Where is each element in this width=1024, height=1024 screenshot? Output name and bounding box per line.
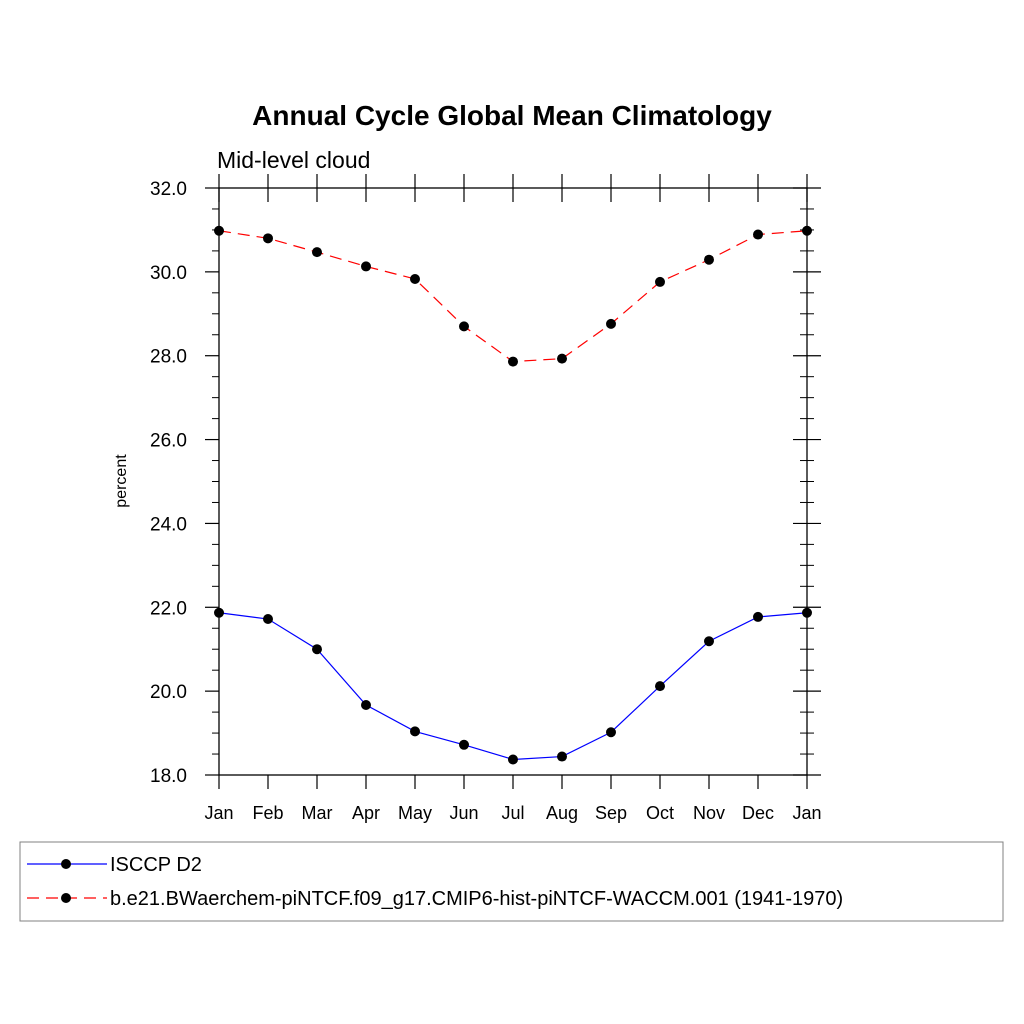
y-tick-label-5: 28.0: [150, 347, 187, 368]
legend-marker-1: [61, 893, 71, 903]
chart-subtitle: Mid-level cloud: [217, 147, 370, 173]
x-tick-label-5: Jun: [449, 803, 478, 823]
y-tick-label-6: 30.0: [150, 263, 187, 284]
series-1-point-8: [606, 318, 616, 329]
series-1-point-1: [263, 233, 273, 244]
series-1-point-4: [410, 273, 420, 284]
series-1-point-6: [508, 356, 518, 367]
y-tick-label-3: 24.0: [150, 514, 187, 535]
series-1-point-2: [312, 247, 322, 258]
y-tick-label-1: 20.0: [150, 682, 187, 703]
legend-box: [19, 841, 1004, 922]
y-axis-label: percent: [113, 454, 130, 508]
legend-label-0: ISCCP D2: [110, 854, 202, 876]
series-0-point-9: [655, 681, 665, 692]
legend-marker-0: [61, 859, 71, 869]
series-0-point-11: [753, 611, 763, 622]
series-1-point-5: [459, 321, 469, 332]
series-1-point-10: [704, 254, 714, 265]
legend-label-1: b.e21.BWaerchem-piNTCF.f09_g17.CMIP6-his…: [110, 888, 843, 910]
y-tick-label-7: 32.0: [150, 179, 187, 200]
series-1-point-7: [557, 353, 567, 364]
x-tick-label-0: Jan: [204, 803, 233, 823]
series-1-point-0: [214, 225, 224, 236]
x-tick-label-1: Feb: [252, 803, 283, 823]
plot-frame: [218, 187, 808, 776]
series-0-point-7: [557, 751, 567, 762]
x-tick-label-10: Nov: [693, 803, 725, 823]
series-0-point-4: [410, 726, 420, 737]
series-1-point-12: [802, 225, 812, 236]
x-tick-label-3: Apr: [352, 803, 380, 823]
series-1-point-3: [361, 261, 371, 272]
legend: ISCCP D2 b.e21.BWaerchem-piNTCF.f09_g17.C…: [27, 854, 843, 910]
chart-title: Annual Cycle Global Mean Climatology: [252, 100, 772, 131]
series-0-point-1: [263, 614, 273, 625]
series-line-0: [218, 612, 808, 761]
x-tick-label-11: Dec: [742, 803, 774, 823]
series-0-point-3: [361, 699, 371, 710]
series-0-point-8: [606, 727, 616, 738]
x-tick-label-6: Jul: [501, 803, 524, 823]
y-tick-label-4: 26.0: [150, 431, 187, 452]
y-tick-label-2: 22.0: [150, 598, 187, 619]
series-1-point-11: [753, 229, 763, 240]
series-0-point-0: [214, 607, 224, 618]
x-tick-label-9: Oct: [646, 803, 674, 823]
series-0-point-2: [312, 644, 322, 655]
series-1-point-9: [655, 276, 665, 287]
x-tick-label-12: Jan: [792, 803, 821, 823]
x-tick-label-2: Mar: [302, 803, 333, 823]
x-tick-label-7: Aug: [546, 803, 578, 823]
series-0-point-6: [508, 754, 518, 765]
series-0-point-12: [802, 607, 812, 618]
series-0-point-5: [459, 739, 469, 750]
x-tick-label-4: May: [398, 803, 432, 823]
y-tick-label-0: 18.0: [150, 766, 187, 787]
axes: 18.0 20.0 22.0 24.0 26.0 28.0 30.0 32.0 Jan Feb Ma…: [150, 174, 822, 823]
series-0-point-10: [704, 636, 714, 647]
series-layer: [214, 225, 812, 765]
x-tick-label-8: Sep: [595, 803, 627, 823]
series-line-1: [218, 230, 808, 363]
